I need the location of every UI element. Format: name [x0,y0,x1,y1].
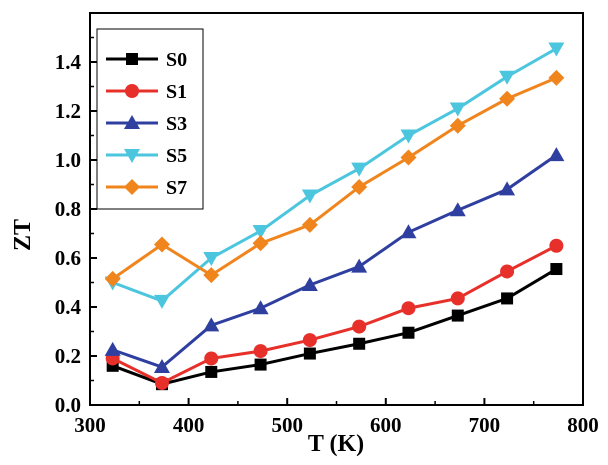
series-line [112,47,558,303]
data-point [500,264,515,279]
data-point [400,129,417,144]
data-point [203,317,220,332]
series-s7 [104,69,565,287]
y-tick-label: 0.6 [55,246,81,270]
legend-label: S5 [166,145,187,167]
y-tick-label: 1.2 [55,99,81,123]
axes-layer: 300 400 500 600 700 800 0.0 0.2 0.4 0.6 0.8 1.0 1.2 1… [55,36,599,437]
data-point [400,149,417,166]
data-point [499,70,516,85]
data-point [252,300,269,315]
data-point [548,147,565,162]
data-point [104,270,121,287]
data-point [548,42,565,57]
data-point [153,359,170,374]
data-point [499,90,516,107]
data-point [252,225,269,240]
data-point [203,252,220,266]
data-point [302,333,317,348]
x-tick-label: 400 [173,413,205,437]
legend-label: S7 [166,177,187,199]
data-point [351,258,368,273]
data-point [449,117,466,134]
data-point [303,347,316,360]
data-point [550,263,563,276]
data-point [450,291,465,306]
series-s3 [104,147,565,374]
y-tick-label: 1.0 [55,148,81,172]
data-point [203,267,220,284]
legend-marker [124,115,140,129]
y-tick-label: 0.2 [55,344,81,368]
data-point [254,358,267,371]
data-point [204,351,219,366]
series-line [112,153,558,369]
series-layer [104,42,565,391]
series-s1 [105,238,564,390]
data-point [401,301,416,316]
data-point [352,319,367,334]
data-point [301,216,318,233]
x-tick-label: 800 [567,413,599,437]
legend-item-s0: S0 [106,49,187,71]
legend-item-s1: S1 [106,81,187,103]
data-point [548,69,565,86]
data-point [400,224,417,239]
data-point [501,292,514,305]
legend-label: S1 [166,81,187,103]
x-axis-title: T (K) [308,431,364,457]
series-line [112,267,558,386]
data-point [499,181,516,196]
data-point [402,326,415,339]
legend-marker [124,179,140,195]
series-line [111,76,557,281]
data-point [154,375,169,390]
y-tick-label: 0.0 [55,393,81,417]
data-point [351,178,368,195]
data-point [351,162,368,177]
legend-item-s3: S3 [106,113,187,135]
y-axis-title: ZT [10,219,36,251]
legend-item-s7: S7 [106,177,187,199]
series-s0 [106,263,563,391]
data-point [104,341,121,356]
data-point [253,344,268,359]
y-tick-label: 0.8 [55,197,81,221]
series-line [112,244,558,385]
data-point [153,294,170,309]
legend: S0 S1 S3 S5 S7 [96,28,204,210]
legend-item-s5: S5 [106,145,187,167]
data-point [252,235,269,252]
data-point [451,309,464,322]
data-point [205,365,218,378]
legend-marker [124,149,140,163]
legend-marker [125,84,139,98]
data-point [301,189,318,204]
y-tick-label: 1.4 [55,50,82,74]
data-point [549,238,564,253]
y-tick-label: 0.4 [55,295,82,319]
data-point [301,276,318,291]
legend-label: S0 [166,49,187,71]
x-tick-label: 500 [271,413,303,437]
data-point [449,202,466,217]
data-point [353,337,366,350]
legend-marker [126,53,138,65]
data-point [449,102,466,117]
x-tick-label: 600 [370,413,402,437]
legend-label: S3 [166,113,187,135]
x-tick-label: 700 [469,413,501,437]
x-tick-label: 300 [74,413,106,437]
data-point [153,236,170,253]
